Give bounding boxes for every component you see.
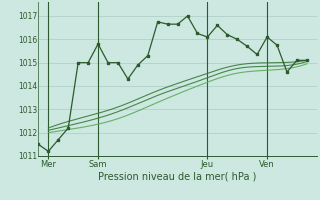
X-axis label: Pression niveau de la mer( hPa ): Pression niveau de la mer( hPa ) [99,172,257,182]
